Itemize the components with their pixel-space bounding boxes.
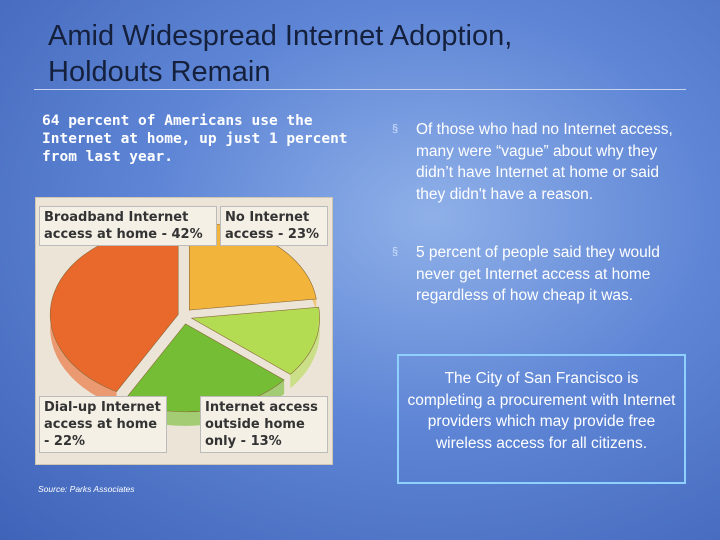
slide-title: Amid Widespread Internet Adoption, Holdo… bbox=[48, 20, 513, 88]
subtitle: 64 percent of Americans use the Internet… bbox=[42, 113, 348, 165]
callout: The City of San Francisco is completing … bbox=[397, 354, 686, 484]
source: Source: Parks Associates bbox=[38, 484, 135, 494]
slice-label: Dial-up Internet access at home - 22% bbox=[39, 396, 167, 453]
slice-side bbox=[290, 307, 320, 389]
bullet-marker: § bbox=[392, 246, 399, 258]
slice-label: No Internet access - 23% bbox=[220, 206, 328, 246]
pie-slice bbox=[190, 306, 320, 375]
bullet-text: 5 percent of people said they would neve… bbox=[416, 244, 660, 304]
slice-label: Broadband Internet access at home - 42% bbox=[39, 206, 217, 246]
bullet-text: Of those who had no Internet access, man… bbox=[416, 121, 673, 203]
bullet: § 5 percent of people said they would nev… bbox=[392, 242, 692, 307]
bullet-marker: § bbox=[392, 123, 399, 135]
title-rule bbox=[34, 89, 686, 90]
slice-label: Internet access outside home only - 13% bbox=[200, 396, 328, 453]
bullet: § Of those who had no Internet access, ma… bbox=[392, 119, 692, 205]
chart: Broadband Internet access at home - 42% N… bbox=[35, 197, 333, 465]
